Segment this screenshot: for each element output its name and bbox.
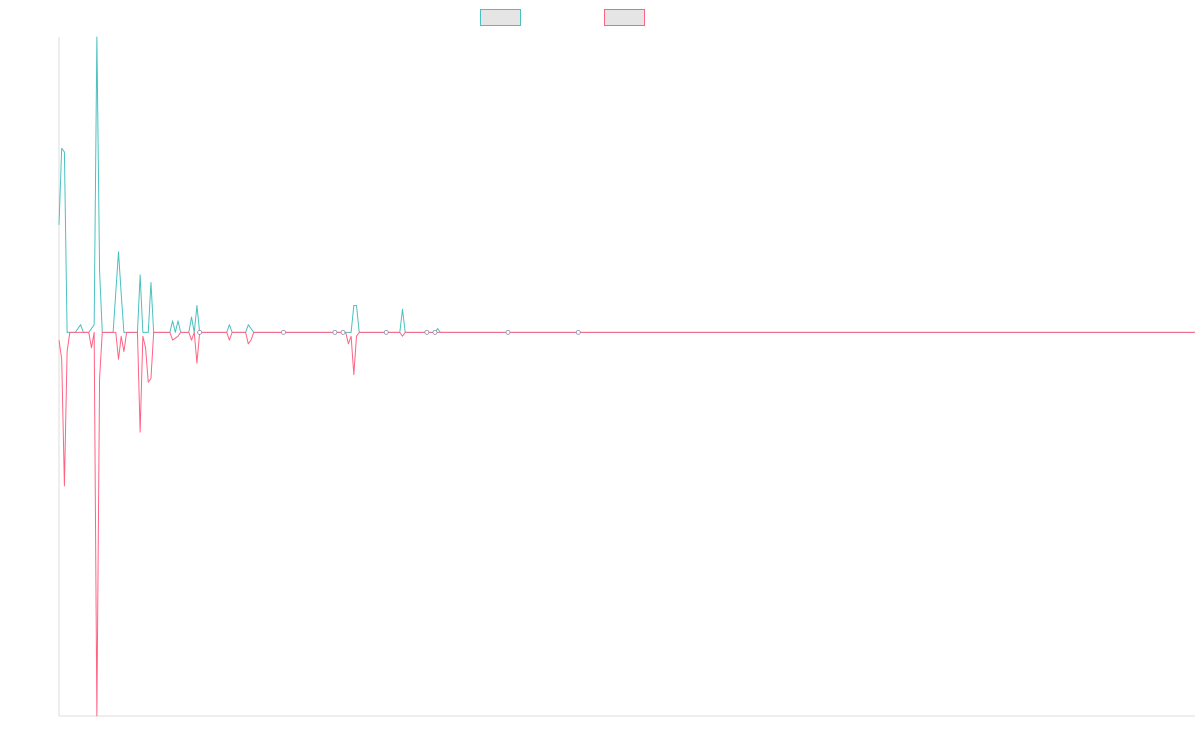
point-markers (197, 329, 581, 335)
data-point-marker-9[interactable] (575, 329, 581, 335)
legend-swatch-2[interactable] (604, 9, 645, 26)
legend-swatch-1[interactable] (480, 9, 521, 26)
data-point-marker-3[interactable] (332, 329, 338, 335)
data-point-marker-2[interactable] (281, 329, 286, 335)
data-point-marker-6[interactable] (424, 329, 430, 335)
axes (58, 37, 1195, 717)
legend (480, 9, 645, 26)
series-group (58, 36, 1195, 717)
data-point-marker-1[interactable] (197, 329, 203, 335)
data-point-marker-7[interactable] (432, 329, 438, 335)
series-line-2 (58, 331, 1195, 717)
series-line-1 (58, 36, 1195, 333)
data-point-marker-5[interactable] (383, 329, 389, 335)
data-point-marker-8[interactable] (505, 329, 511, 335)
data-point-marker-4[interactable] (340, 329, 346, 335)
